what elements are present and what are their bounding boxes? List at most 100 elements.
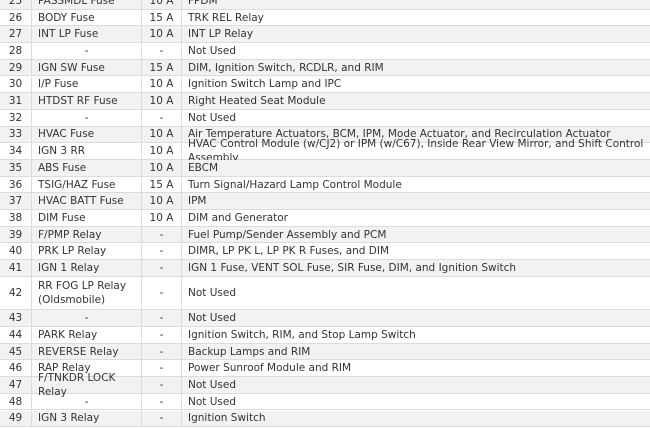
- fuse-amps: -: [142, 327, 182, 343]
- fuse-usage: Not Used: [188, 395, 237, 408]
- table-row: 32- - Not Used: [0, 109, 650, 127]
- fuse-amps: -: [142, 276, 182, 310]
- table-row: 38 DIM Fuse 10 A DIM and Generator: [0, 210, 650, 227]
- table-row: 47 F/TNKDR LOCK Relay - Not Used: [0, 372, 650, 398]
- fuse-amps: 15 A: [142, 176, 182, 193]
- fuse-number: 34: [0, 143, 32, 159]
- fuse-usage: INT LP Relay: [188, 28, 254, 41]
- fuse-name: F/TNKDR LOCK Relay: [32, 372, 142, 398]
- fuse-number: 42: [0, 276, 32, 310]
- fuse-number: 28: [0, 43, 32, 59]
- fuse-amps: -: [142, 377, 182, 393]
- fuse-name: -: [32, 393, 142, 410]
- fuse-number: 45: [0, 343, 32, 360]
- fuse-name: IGN 3 Relay: [32, 410, 142, 427]
- fuse-number: 48: [0, 393, 32, 410]
- fuse-name: INT LP Fuse: [32, 26, 142, 43]
- fuse-usage: Not Used: [188, 111, 237, 124]
- fuse-number: 26: [0, 9, 32, 26]
- fuse-name: HTDST RF Fuse: [32, 93, 142, 109]
- fuse-name: PARK Relay: [32, 327, 142, 343]
- fuse-amps: 10 A: [142, 76, 182, 93]
- fuse-number: 44: [0, 327, 32, 343]
- fuse-amps: 15 A: [142, 9, 182, 26]
- table-row: 27 INT LP Fuse 10 A INT LP Relay: [0, 26, 650, 44]
- fuse-amps: 10 A: [142, 210, 182, 226]
- fuse-number: 30: [0, 76, 32, 93]
- table-row: 39 F/PMP Relay - Fuel Pump/Sender Assembly …: [0, 226, 650, 244]
- fuse-number: 41: [0, 260, 32, 276]
- fuse-name: PRK LP Relay: [32, 243, 142, 260]
- table-row: 36 TSIG/HAZ Fuse 15 A Turn Signal/Hazard La…: [0, 176, 650, 194]
- table-row: 42 RR FOG LP Relay (Oldsmobile) - Not Used: [0, 276, 650, 311]
- fuse-number: 43: [0, 310, 32, 326]
- fuse-amps: 15 A: [142, 59, 182, 76]
- fuse-name: DIM Fuse: [32, 210, 142, 226]
- fuse-usage: Not Used: [188, 378, 237, 391]
- fuse-number: 29: [0, 59, 32, 76]
- fuse-number: 46: [0, 360, 32, 377]
- fuse-amps: 10 A: [142, 126, 182, 143]
- table-row: 30 I/P Fuse 10 A Ignition Switch Lamp and I…: [0, 76, 650, 94]
- fuse-amps: -: [142, 343, 182, 360]
- fuse-usage: Right Heated Seat Module: [188, 95, 326, 108]
- fuse-amps: 10 A: [142, 0, 182, 9]
- fuse-amps: 10 A: [142, 160, 182, 176]
- fuse-number: 39: [0, 226, 32, 243]
- fuse-usage: Power Sunroof Module and RIM: [188, 362, 352, 375]
- fuse-usage: TRK REL Relay: [188, 11, 264, 24]
- fuse-name: I/P Fuse: [32, 76, 142, 93]
- fuse-name: TSIG/HAZ Fuse: [32, 176, 142, 193]
- fuse-amps: 10 A: [142, 93, 182, 109]
- fuse-number: 40: [0, 243, 32, 260]
- fuse-name: REVERSE Relay: [32, 343, 142, 360]
- fuse-usage: HVAC Control Module (w/CJ2) or IPM (w/C6…: [188, 138, 644, 165]
- fuse-name: ABS Fuse: [32, 160, 142, 176]
- table-row: 33 HVAC Fuse 10 A Air Temperature Actuators…: [0, 126, 650, 144]
- fuse-usage: DIM, Ignition Switch, RCDLR, and RIM: [188, 61, 384, 74]
- fuse-amps: -: [142, 226, 182, 243]
- table-row: 35 ABS Fuse 10 A EBCM: [0, 160, 650, 177]
- table-row: 28- - Not Used: [0, 43, 650, 60]
- table-row: 49 IGN 3 Relay - Ignition Switch: [0, 410, 650, 428]
- fuse-usage: Backup Lamps and RIM: [188, 345, 311, 358]
- fuse-name: BODY Fuse: [32, 9, 142, 26]
- fuse-number: 38: [0, 210, 32, 226]
- fuse-usage: Air Temperature Actuators, BCM, IPM, Mod…: [188, 128, 611, 141]
- fuse-name: -: [32, 43, 142, 59]
- fuse-name: IGN 3 RR: [32, 143, 142, 159]
- fuse-name: HVAC BATT Fuse: [32, 193, 142, 210]
- fuse-name: RAP Relay: [32, 360, 142, 377]
- fuse-usage: DIM and Generator: [188, 211, 288, 224]
- fuse-usage: Ignition Switch Lamp and IPC: [188, 78, 342, 91]
- fuse-name: IGN SW Fuse: [32, 59, 142, 76]
- fuse-number: 49: [0, 410, 32, 427]
- fuse-usage: Not Used: [188, 44, 237, 57]
- fuse-usage: IGN 1 Fuse, VENT SOL Fuse, SIR Fuse, DIM…: [188, 262, 517, 275]
- fuse-amps: 10 A: [142, 26, 182, 43]
- fuse-name: -: [32, 310, 142, 326]
- fuse-usage: EBCM: [188, 161, 219, 174]
- fuse-number: 35: [0, 160, 32, 176]
- table-row: 29 IGN SW Fuse 15 A DIM, Ignition Switch, R…: [0, 59, 650, 77]
- fuse-number: 27: [0, 26, 32, 43]
- fuse-amps: -: [142, 360, 182, 377]
- table-row: 40 PRK LP Relay - DIMR, LP PK L, LP PK R Fu…: [0, 243, 650, 261]
- fuse-usage: Turn Signal/Hazard Lamp Control Module: [188, 178, 402, 191]
- fuse-amps: 10 A: [142, 143, 182, 159]
- table-row: 34 IGN 3 RR 10 A HVAC Control Module (w/CJ2…: [0, 138, 650, 165]
- fuse-usage: FPDM: [188, 0, 218, 7]
- fuse-name: HVAC Fuse: [32, 126, 142, 143]
- table-row: 44 PARK Relay - Ignition Switch, RIM, and S…: [0, 327, 650, 344]
- fuse-usage: DIMR, LP PK L, LP PK R Fuses, and DIM: [188, 245, 390, 258]
- fuse-number: 36: [0, 176, 32, 193]
- fuse-amps: -: [142, 410, 182, 427]
- fuse-amps: -: [142, 393, 182, 410]
- table-row: 45 REVERSE Relay - Backup Lamps and RIM: [0, 343, 650, 361]
- table-row: 41 IGN 1 Relay - IGN 1 Fuse, VENT SOL Fuse,…: [0, 260, 650, 277]
- table-row: 25 PASSMDL Fuse 10 A FPDM: [0, 0, 650, 10]
- fuse-name: -: [32, 109, 142, 126]
- fuse-number: 37: [0, 193, 32, 210]
- fuse-usage: Not Used: [188, 287, 237, 300]
